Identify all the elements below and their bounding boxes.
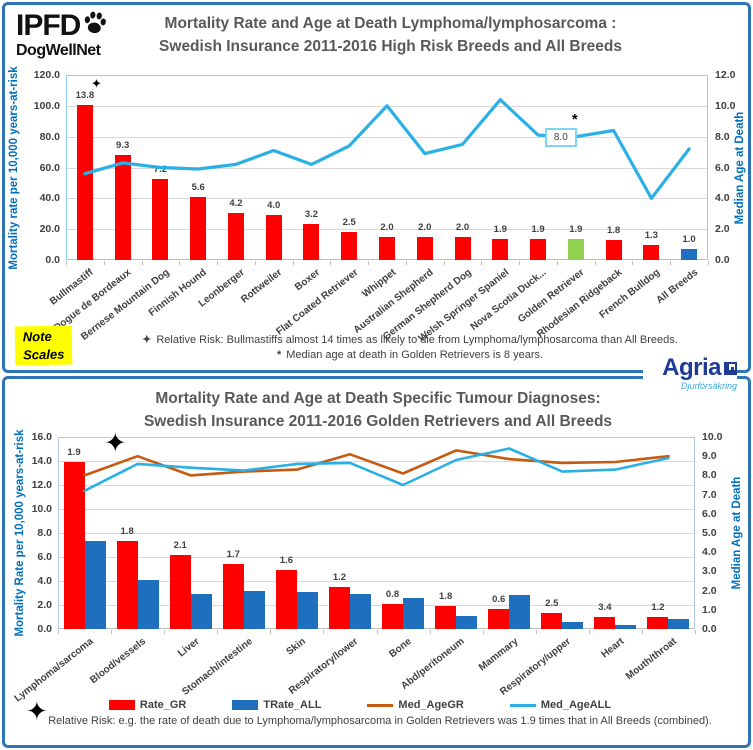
chart1-footnote-relative-risk: ✦ Relative Risk: Bullmastiffs almost 14 t…: [142, 334, 678, 346]
agria-square-icon: [724, 361, 737, 375]
star-icon: ✦: [142, 334, 152, 346]
chart1-title-line2: Swedish Insurance 2011-2016 High Risk Br…: [159, 38, 622, 56]
chart1-title-line1: Mortality Rate and Age at Death Lymphoma…: [164, 15, 617, 32]
chart2-footnote-relative-risk: Relative Risk: e.g. the rate of death du…: [48, 715, 712, 727]
agria-subtitle: Djurförsäkring: [680, 381, 737, 391]
legend-label-TRate_ALL: TRate_ALL: [263, 699, 322, 711]
chart1-title: Mortality Rate and Age at Death Lymphoma…: [118, 12, 663, 59]
ipfd-logo-text: IPFD: [16, 8, 81, 42]
legend-item-Med_AgeALL: Med_AgeALL: [509, 699, 612, 711]
legend-swatch-TRate_ALL: [232, 700, 259, 710]
legend-label-Med_AgeALL: Med_AgeALL: [540, 699, 612, 711]
asterisk-icon: *: [276, 349, 282, 361]
legend-item-Med_AgeGR: Med_AgeGR: [367, 699, 464, 711]
ipfd-logo: IPFD DogWellNet: [16, 10, 108, 60]
chart2-title-line2: Swedish Insurance 2011-2016 Golden Retri…: [143, 413, 613, 431]
note-scales-line1: Note: [22, 328, 52, 345]
chart2-legend: Rate_GR TRate_ALL Med_AgeGR Med_AgeALL: [40, 699, 680, 711]
dogwellnet-logo-text: DogWellNet: [16, 42, 101, 59]
note-scales-label: Note Scales: [14, 325, 73, 366]
legend-label-Rate_GR: Rate_GR: [139, 699, 187, 711]
legend-label-Med_AgeGR: Med_AgeGR: [398, 699, 464, 711]
legend-swatch-Med_AgeALL: [509, 703, 536, 707]
agria-logo: Agria Djurförsäkring: [643, 356, 737, 398]
chart2-title: Mortality Rate and Age at Death Specific…: [78, 387, 678, 434]
paw-icon: [82, 10, 108, 41]
chart2-title-line1: Mortality Rate and Age at Death Specific…: [155, 390, 601, 407]
chart1-footnote-median-age: * Median age at death in Golden Retriever…: [276, 349, 544, 361]
star-icon-large: ✦: [26, 696, 48, 726]
agria-logo-text: Agria: [662, 354, 721, 381]
legend-item-Rate_GR: Rate_GR: [108, 699, 187, 711]
legend-swatch-Med_AgeGR: [367, 703, 394, 707]
note-scales-line2: Scales: [23, 346, 65, 362]
legend-swatch-Rate_GR: [108, 700, 135, 710]
legend-item-TRate_ALL: TRate_ALL: [232, 699, 321, 711]
